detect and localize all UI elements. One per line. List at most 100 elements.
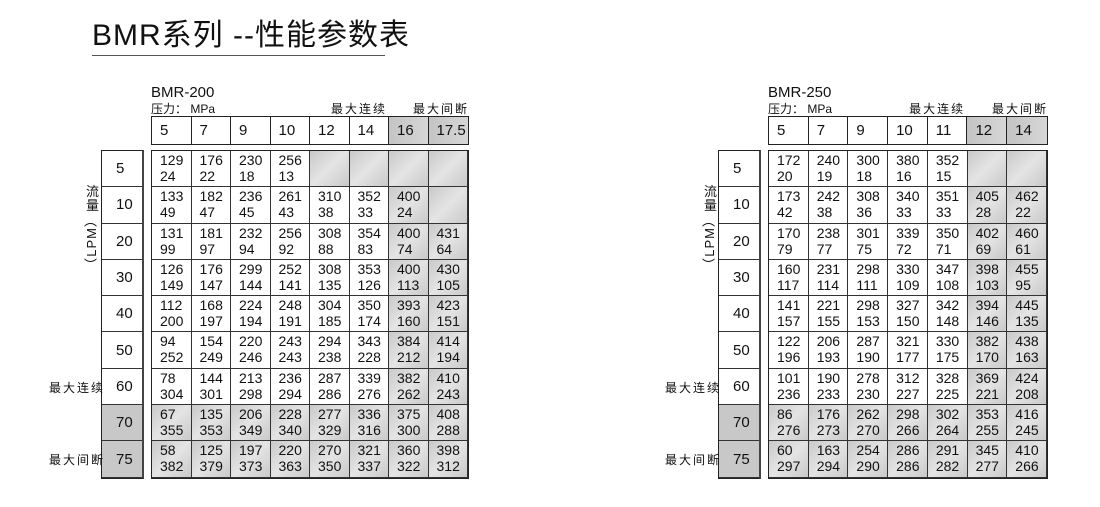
torque-value: 206 bbox=[239, 406, 263, 423]
speed-value: 355 bbox=[160, 422, 184, 439]
torque-value: 262 bbox=[856, 406, 880, 423]
table-cell: 291 282 bbox=[927, 441, 968, 478]
pressure-unit-label: 压力： MPa bbox=[768, 102, 833, 116]
table-cell: 270 350 bbox=[310, 441, 350, 478]
table-cell: 231 114 bbox=[808, 259, 849, 297]
speed-value: 252 bbox=[160, 349, 184, 366]
max-continuous-label: 最大连续 bbox=[909, 102, 966, 116]
torque-value: 58 bbox=[160, 442, 176, 459]
speed-value: 108 bbox=[935, 276, 960, 293]
table-cell: 86 276 bbox=[769, 405, 809, 442]
speed-value: 194 bbox=[436, 349, 460, 366]
torque-value: 182 bbox=[199, 188, 223, 205]
performance-table-body: 129 24 176 22 230 18 256 13 133 49 182 47 236 45 261 43… bbox=[151, 150, 469, 479]
speed-value: 13 bbox=[278, 168, 295, 184]
speed-value: 322 bbox=[397, 458, 421, 475]
table-cell: 67 355 bbox=[152, 405, 192, 442]
table-cell: 308 36 bbox=[848, 187, 889, 224]
table-cell: 416 245 bbox=[1007, 405, 1047, 442]
speed-value: 149 bbox=[160, 276, 184, 293]
speed-value: 174 bbox=[357, 313, 381, 330]
table-cell: 236 45 bbox=[231, 187, 271, 224]
speed-value: 225 bbox=[935, 385, 960, 402]
table-cell: 352 15 bbox=[927, 151, 968, 188]
speed-value: 353 bbox=[199, 422, 223, 439]
flow-row-label: 70 bbox=[102, 405, 142, 442]
torque-value: 291 bbox=[935, 442, 960, 459]
speed-value: 45 bbox=[239, 204, 255, 221]
torque-value: 352 bbox=[935, 152, 960, 168]
flow-row-label: 40 bbox=[102, 296, 142, 333]
table-cell: 261 43 bbox=[270, 187, 310, 224]
speed-value: 157 bbox=[777, 313, 801, 330]
torque-value: 221 bbox=[816, 297, 841, 314]
torque-value: 173 bbox=[777, 188, 801, 205]
table-cell: 163 294 bbox=[808, 441, 849, 478]
speed-value: 95 bbox=[1015, 276, 1031, 293]
torque-value: 122 bbox=[777, 333, 801, 350]
table-cell: 254 290 bbox=[848, 441, 889, 478]
pressure-header-cell: 10 bbox=[271, 117, 310, 144]
table-cell: 144 301 bbox=[191, 368, 231, 406]
table-cell: 133 49 bbox=[152, 187, 192, 224]
title-underline bbox=[92, 55, 385, 56]
speed-value: 148 bbox=[935, 313, 960, 330]
speed-value: 33 bbox=[357, 204, 374, 221]
pressure-header-cell: 11 bbox=[928, 117, 968, 144]
speed-value: 297 bbox=[777, 458, 801, 475]
torque-value: 384 bbox=[397, 333, 421, 350]
torque-value: 339 bbox=[357, 369, 381, 386]
speed-value: 16 bbox=[896, 168, 912, 184]
table-cell: 176 273 bbox=[808, 405, 849, 442]
torque-value: 298 bbox=[856, 260, 880, 277]
torque-value: 369 bbox=[975, 369, 999, 386]
torque-value: 168 bbox=[199, 297, 223, 314]
speed-value: 298 bbox=[239, 385, 263, 402]
table-cell: 462 22 bbox=[1007, 187, 1047, 224]
speed-value: 382 bbox=[160, 458, 184, 475]
table-cell: 330 109 bbox=[888, 259, 928, 297]
torque-value: 172 bbox=[777, 152, 801, 168]
speed-value: 379 bbox=[199, 458, 223, 475]
speed-value: 97 bbox=[199, 240, 216, 257]
torque-value: 135 bbox=[199, 406, 223, 423]
speed-value: 19 bbox=[816, 168, 833, 184]
table-cell: 236 294 bbox=[270, 368, 310, 406]
pressure-header-cell: 14 bbox=[1007, 117, 1047, 144]
flow-row-label: 10 bbox=[719, 187, 759, 224]
table-cell: 410 266 bbox=[1007, 441, 1047, 478]
torque-value: 400 bbox=[397, 224, 421, 241]
torque-value: 170 bbox=[777, 224, 801, 241]
table-cell: 173 42 bbox=[769, 187, 809, 224]
table-cell: 112 200 bbox=[152, 296, 192, 333]
torque-value: 342 bbox=[935, 297, 960, 314]
pressure-header-row: 5 7 9 10 12 14 16 17.5 bbox=[151, 116, 469, 145]
torque-value: 350 bbox=[357, 297, 381, 314]
speed-value: 337 bbox=[357, 458, 381, 475]
table-cell: 224 194 bbox=[231, 296, 271, 333]
table-cell: 221 155 bbox=[808, 296, 849, 333]
torque-value: 256 bbox=[278, 152, 302, 168]
torque-value: 243 bbox=[278, 333, 302, 350]
torque-value: 78 bbox=[160, 369, 176, 386]
torque-value: 154 bbox=[199, 333, 223, 350]
table-cell: 398 312 bbox=[428, 441, 468, 478]
torque-value: 408 bbox=[436, 406, 460, 423]
speed-value: 212 bbox=[397, 349, 421, 366]
table-cell: 182 47 bbox=[191, 187, 231, 224]
table-cell: 342 148 bbox=[927, 296, 968, 333]
model-name: BMR-250 bbox=[768, 84, 832, 101]
torque-value: 414 bbox=[436, 333, 460, 350]
torque-value: 206 bbox=[816, 333, 841, 350]
table-cell: 304 185 bbox=[310, 296, 350, 333]
torque-value: 351 bbox=[935, 188, 960, 205]
torque-value: 228 bbox=[278, 406, 302, 423]
torque-value: 382 bbox=[397, 369, 421, 386]
speed-value: 151 bbox=[436, 313, 460, 330]
torque-value: 393 bbox=[397, 297, 421, 314]
pressure-header-cell: 5 bbox=[152, 117, 192, 144]
torque-value: 431 bbox=[436, 224, 460, 241]
speed-value: 18 bbox=[856, 168, 872, 184]
torque-value: 176 bbox=[816, 406, 841, 423]
flow-label-unit: （LPM） bbox=[84, 213, 99, 271]
